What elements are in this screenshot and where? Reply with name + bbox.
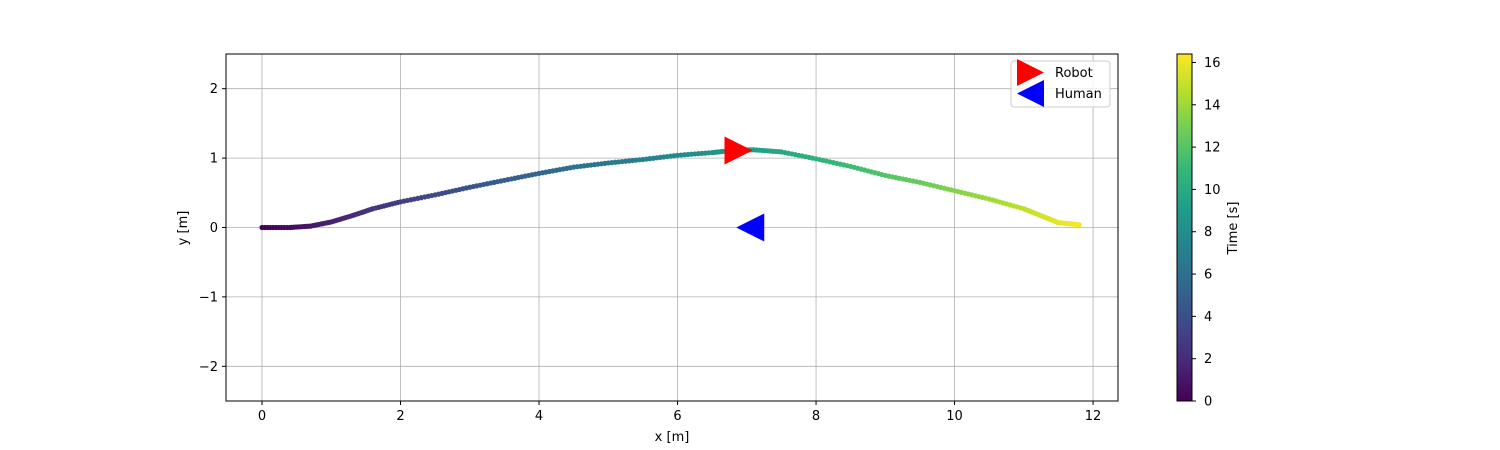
- colorbar-tick-label: 12: [1204, 141, 1221, 156]
- x-tick-label: 12: [1085, 409, 1102, 424]
- x-tick-label: 0: [258, 409, 266, 424]
- colorbar-gradient: [1177, 54, 1192, 401]
- y-tick-label: −1: [199, 290, 218, 305]
- colorbar-tick-label: 8: [1204, 225, 1212, 240]
- human-marker: [736, 213, 765, 242]
- y-axis-label: y [m]: [176, 211, 191, 246]
- legend-human-marker: [1017, 80, 1044, 107]
- colorbar-tick-label: 14: [1204, 98, 1221, 113]
- colorbar-tick-label: 4: [1204, 310, 1212, 325]
- colorbar-tick-label: 2: [1204, 352, 1212, 367]
- x-tick-label: 6: [673, 409, 681, 424]
- colorbar-ticks: 0 2 4 6 8 10 12 14 16: [1192, 56, 1221, 410]
- legend-human-label: Human: [1055, 87, 1102, 102]
- x-tick-label: 2: [396, 409, 404, 424]
- x-axis-ticks: 0 2 4 6 8 10 12: [258, 401, 1101, 424]
- x-tick-label: 8: [812, 409, 820, 424]
- colorbar-tick-label: 10: [1204, 183, 1221, 198]
- colorbar-tick-label: 6: [1204, 268, 1212, 283]
- y-tick-label: 2: [210, 82, 218, 97]
- y-tick-label: 0: [210, 221, 218, 236]
- y-axis-ticks: −2 −1 0 1 2: [199, 82, 226, 375]
- legend-robot-label: Robot: [1055, 66, 1093, 81]
- trajectory-point: [1076, 222, 1082, 228]
- colorbar-label: Time [s]: [1226, 202, 1241, 256]
- y-tick-label: 1: [210, 152, 218, 167]
- x-tick-label: 4: [535, 409, 543, 424]
- colorbar: 0 2 4 6 8 10 12 14 16 Time [s]: [1176, 53, 1241, 410]
- legend: Robot Human: [1010, 59, 1111, 108]
- colorbar-tick-label: 0: [1204, 395, 1212, 410]
- plot-area: [225, 53, 1119, 402]
- markers: [724, 136, 765, 242]
- x-axis-label: x [m]: [655, 430, 690, 445]
- robot-marker: [724, 136, 753, 165]
- legend-robot-marker: [1017, 59, 1044, 86]
- colorbar-frame: [1176, 53, 1193, 402]
- colorbar-tick-label: 16: [1204, 56, 1221, 71]
- y-tick-label: −2: [199, 360, 218, 375]
- x-tick-label: 10: [946, 409, 963, 424]
